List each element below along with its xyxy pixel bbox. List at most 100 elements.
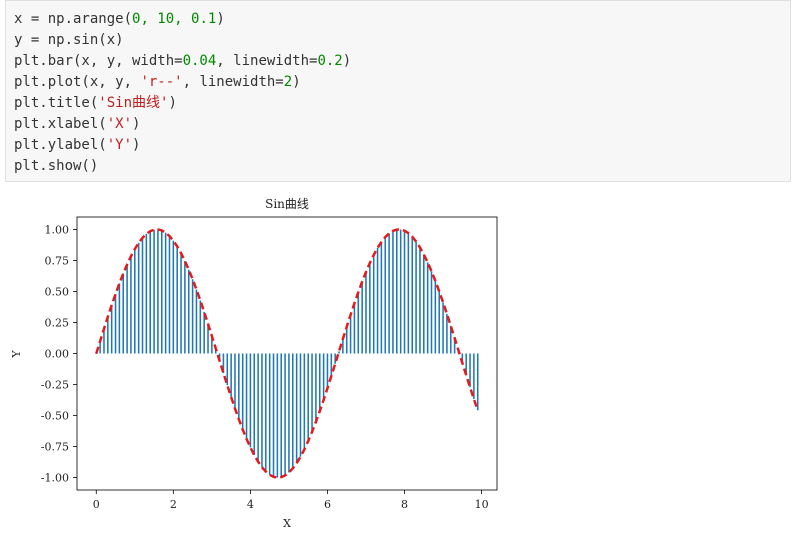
bar: [365, 271, 367, 354]
bar: [280, 353, 282, 478]
bar: [345, 326, 348, 354]
chart-title: Sin曲线: [265, 197, 309, 211]
bar: [103, 328, 105, 354]
bar: [172, 240, 175, 354]
code-line: plt.title('Sin曲线'): [14, 93, 790, 114]
code-line: plt.plot(x, y, 'r--', linewidth=2): [14, 72, 790, 93]
y-ticks: 1.00 0.75 0.50 0.25 0.00 -0.25 -0.50 -0.75 -1.00: [41, 223, 77, 485]
bar: [384, 237, 387, 354]
code-token: 0.04: [182, 53, 217, 69]
bar: [261, 353, 263, 468]
bar: [241, 353, 244, 430]
bar: [134, 249, 136, 354]
y-tick-label: 1.00: [45, 223, 70, 236]
bar: [187, 269, 190, 354]
bar: [407, 233, 410, 354]
y-tick-label: -0.50: [41, 410, 69, 423]
bar: [191, 279, 194, 354]
code-token: x = np.arange(: [14, 11, 133, 27]
x-axis-label: X: [283, 517, 291, 530]
y-tick-label: 0.75: [45, 254, 70, 267]
bar: [195, 289, 198, 354]
code-token: 'r--': [140, 74, 183, 90]
bar: [184, 260, 186, 354]
bar: [342, 339, 344, 354]
bar: [388, 233, 390, 354]
bar: [326, 353, 329, 389]
bar-series: [95, 229, 479, 478]
bar: [211, 335, 213, 354]
code-token: 2: [283, 74, 293, 90]
code-token: ): [168, 95, 177, 111]
bar: [268, 353, 271, 475]
bar: [311, 353, 313, 432]
bar: [330, 353, 333, 377]
bar: [430, 271, 433, 354]
bar: [419, 247, 421, 354]
code-line: plt.xlabel('X'): [14, 114, 790, 135]
bar: [426, 262, 429, 354]
bar: [461, 353, 464, 363]
code-token: , linewidth=: [216, 53, 318, 69]
code-token: ): [132, 116, 141, 132]
code-token: plt.show(): [14, 158, 99, 174]
code-token: 'X': [106, 116, 133, 132]
bar: [299, 353, 302, 457]
bar: [107, 316, 109, 354]
plot-frame: [76, 216, 498, 491]
bar: [149, 231, 151, 354]
code-editor[interactable]: x = np.arange(0, 10, 0.1) y = np.sin(x) pl…: [14, 9, 790, 177]
y-tick-label: 0.25: [45, 316, 70, 329]
bar: [245, 353, 248, 439]
bar: [126, 264, 128, 354]
bar: [449, 325, 452, 354]
code-token: ): [132, 137, 141, 153]
bar: [399, 229, 402, 354]
bar: [476, 353, 479, 411]
code-cell[interactable]: x = np.arange(0, 10, 0.1) y = np.sin(x) pl…: [5, 0, 791, 182]
bar: [361, 281, 363, 354]
code-token: ): [216, 11, 225, 27]
code-line: plt.bar(x, y, width=0.04, linewidth=0.2): [14, 51, 790, 72]
x-tick-label: 0: [93, 498, 100, 511]
bar: [164, 232, 167, 354]
bar: [438, 291, 440, 354]
code-token: 0.2: [317, 53, 343, 69]
output-area: Sin曲线 X Y 0 2 4 6 8 10 1.00 0.75 0.50 0.25 0.00 -0…: [0, 186, 792, 542]
bar: [180, 253, 182, 354]
code-token: plt.xlabel(: [14, 116, 107, 132]
code-token: plt.plot(x, y,: [14, 74, 141, 90]
bar: [334, 353, 336, 364]
bar: [403, 230, 406, 354]
bar: [257, 353, 259, 462]
code-line: y = np.sin(x): [14, 30, 790, 51]
code-token: 'Y': [106, 137, 133, 153]
code-line: plt.ylabel('Y'): [14, 135, 790, 156]
code-token: plt.bar(x, y, width=: [14, 53, 183, 69]
bar: [95, 353, 98, 354]
x-tick-label: 6: [324, 498, 331, 511]
y-axis-label: Y: [10, 350, 23, 359]
bar: [442, 302, 444, 354]
bar: [292, 353, 294, 469]
y-tick-label: -1.00: [41, 472, 69, 485]
bar: [322, 353, 325, 400]
bar: [315, 353, 317, 422]
bar: [288, 353, 290, 473]
bar: [272, 353, 275, 477]
x-tick-label: 4: [247, 498, 254, 511]
y-tick-label: 0.50: [45, 285, 70, 298]
code-token: ): [292, 74, 301, 90]
code-token: plt.title(: [14, 95, 99, 111]
bar: [130, 256, 132, 354]
bar: [207, 323, 209, 354]
y-tick-label: -0.25: [41, 379, 69, 392]
bar: [141, 237, 144, 354]
bar: [157, 229, 159, 354]
bar: [234, 353, 236, 409]
bar: [161, 230, 163, 354]
code-token: y = np.sin(x): [14, 32, 124, 48]
bar: [253, 353, 256, 456]
bar: [110, 305, 113, 354]
y-tick-label: -0.75: [41, 441, 69, 454]
